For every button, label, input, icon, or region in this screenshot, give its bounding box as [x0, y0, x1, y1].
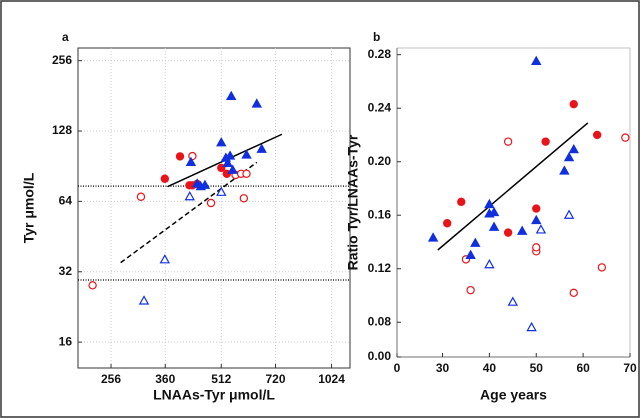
- panels: a 256 360 512 720 1024 16 32 64 128 256 LNAAs-Tyr μ…: [21, 30, 637, 403]
- point: [531, 214, 542, 225]
- point: [470, 237, 481, 247]
- point: [88, 281, 97, 290]
- x-axis-label: Age years: [480, 387, 547, 403]
- x-axis-label: LNAAs-Tyr μmol/L: [153, 387, 275, 403]
- point: [138, 295, 150, 305]
- x-tick-label: 720: [265, 372, 285, 386]
- y-tick-label: 16: [59, 334, 73, 348]
- point: [175, 152, 185, 161]
- y-tick-label: 256: [52, 53, 72, 67]
- point: [541, 137, 550, 146]
- point: [484, 258, 495, 269]
- panel-label: b: [373, 30, 380, 44]
- point: [241, 149, 252, 159]
- x-tick-label: 40: [483, 361, 497, 375]
- y-tick-label: 0.28: [368, 47, 392, 61]
- panel-label: a: [62, 30, 69, 44]
- point: [216, 186, 227, 196]
- point: [222, 157, 233, 168]
- point: [159, 254, 171, 264]
- y-tick-label: 64: [59, 194, 73, 208]
- x-tick-label: 256: [101, 372, 121, 386]
- point: [227, 164, 238, 174]
- point: [503, 137, 513, 146]
- x-tick-label: 0: [394, 361, 401, 375]
- point: [563, 151, 575, 162]
- x-tick-label: 360: [155, 372, 175, 386]
- point: [488, 206, 500, 217]
- x-tick-label: 60: [576, 361, 590, 375]
- point: [503, 228, 513, 237]
- point: [206, 198, 216, 208]
- point: [516, 225, 528, 235]
- point: [466, 285, 475, 295]
- point: [535, 224, 547, 234]
- point: [199, 179, 211, 189]
- point: [592, 130, 602, 140]
- y-tick-label: 0.16: [368, 207, 392, 221]
- point: [251, 98, 263, 108]
- fit-line: [437, 122, 589, 251]
- point: [532, 243, 541, 252]
- point: [568, 143, 579, 154]
- x-tick-label: 50: [530, 361, 544, 375]
- point: [160, 174, 170, 183]
- point: [256, 143, 267, 153]
- point: [569, 288, 578, 298]
- point: [597, 263, 607, 272]
- y-tick-label: 0.24: [368, 100, 392, 114]
- point: [239, 194, 249, 203]
- point: [224, 150, 236, 160]
- y-tick-label: 0.08: [368, 314, 392, 328]
- point: [136, 192, 146, 201]
- y-tick-label: 0.20: [368, 154, 392, 168]
- fit-line: [120, 161, 258, 264]
- point: [563, 209, 575, 219]
- frame: [77, 47, 351, 369]
- point: [185, 156, 197, 166]
- x-tick-label: 512: [211, 372, 231, 386]
- x-tick-label: 30: [436, 361, 450, 375]
- point: [569, 99, 578, 109]
- point: [559, 165, 570, 175]
- point: [484, 198, 495, 209]
- point: [442, 219, 452, 228]
- point: [621, 133, 630, 142]
- point: [242, 169, 251, 178]
- y-tick-label: 32: [59, 264, 73, 278]
- y-axis-label: Tyr μmol/L: [21, 172, 37, 243]
- point: [532, 204, 541, 213]
- point: [225, 90, 237, 101]
- point: [457, 197, 466, 207]
- y-tick-label: 0.12: [368, 261, 392, 275]
- y-axis-label: Ratio Tyr/LNAAs-Tyr: [345, 134, 361, 270]
- point: [216, 137, 227, 147]
- x-tick-label: 70: [623, 361, 637, 375]
- point: [488, 221, 500, 231]
- y-tick-label: 128: [52, 123, 72, 137]
- x-tick-label: 1024: [318, 372, 345, 386]
- point: [507, 296, 519, 306]
- frame: [396, 47, 631, 358]
- point: [427, 232, 439, 242]
- point: [526, 321, 537, 332]
- point: [465, 249, 476, 259]
- point: [531, 55, 542, 65]
- y-tick-label: 0.00: [368, 349, 392, 363]
- point: [184, 191, 196, 201]
